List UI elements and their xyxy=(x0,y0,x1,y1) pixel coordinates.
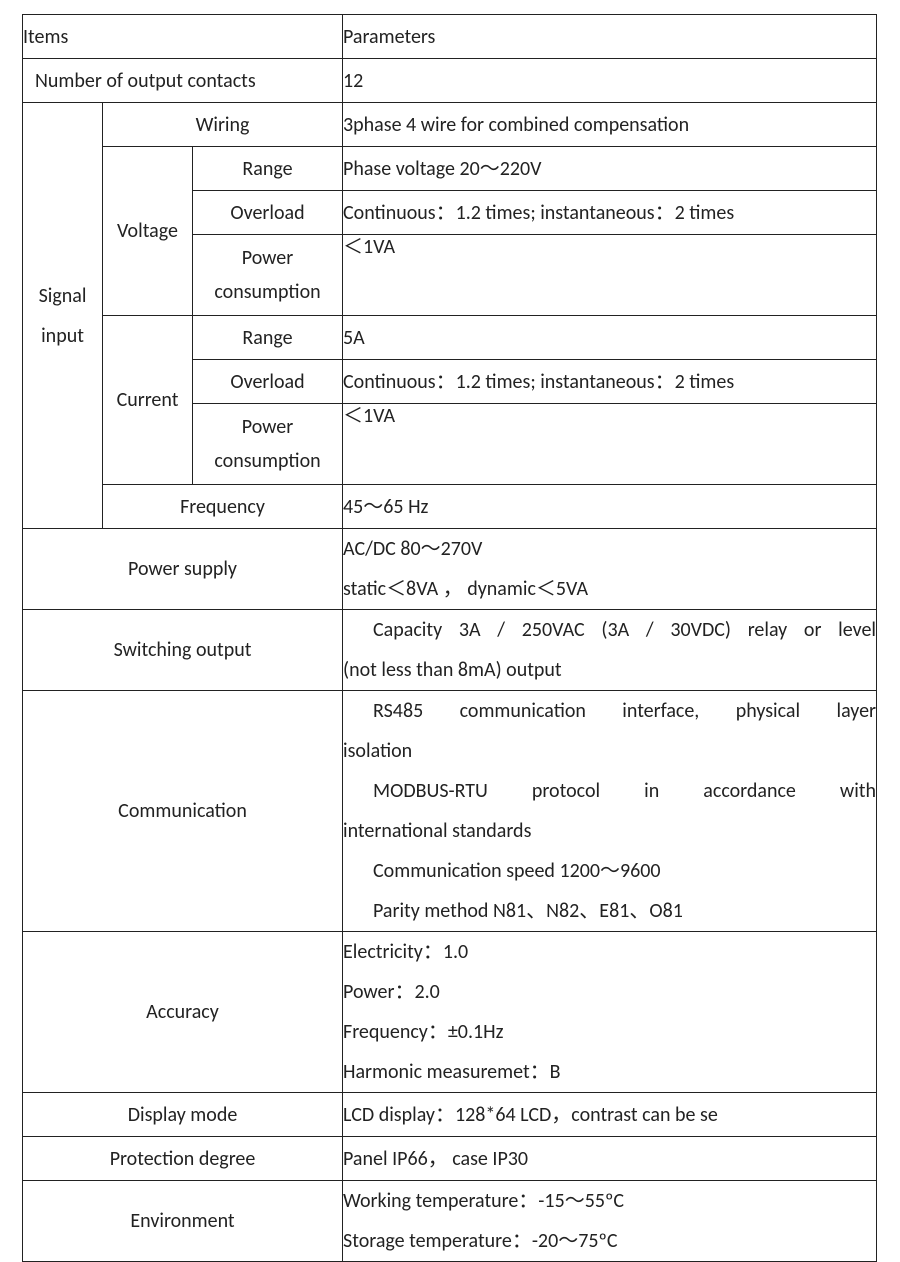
value-accuracy: Electricity：1.0 Power：2.0 Frequency：±0.1… xyxy=(343,932,877,1093)
value-communication: RS485 communication interface, physical … xyxy=(343,691,877,932)
row-accuracy: Accuracy Electricity：1.0 Power：2.0 Frequ… xyxy=(23,932,877,1093)
label-wiring: Wiring xyxy=(103,103,343,147)
label-current: Current xyxy=(103,316,193,485)
label-current-range: Range xyxy=(193,316,343,360)
label-current-overload: Overload xyxy=(193,360,343,404)
value-protection: Panel IP66， case IP30 xyxy=(343,1137,877,1181)
label-signal-input: Signal input xyxy=(23,103,103,529)
row-environment: Environment Working temperature：-15～55ºC… xyxy=(23,1181,877,1262)
label-current-power: Power consumption xyxy=(193,404,343,485)
value-frequency: 45～65 Hz xyxy=(343,485,877,529)
label-voltage: Voltage xyxy=(103,147,193,316)
value-power-supply: AC/DC 80～270V static＜8VA ， dynamic＜5VA xyxy=(343,529,877,610)
label-voltage-overload: Overload xyxy=(193,191,343,235)
label-communication: Communication xyxy=(23,691,343,932)
value-wiring: 3phase 4 wire for combined compensation xyxy=(343,103,877,147)
label-frequency: Frequency xyxy=(103,485,343,529)
spec-table: Items Parameters Number of output contac… xyxy=(22,14,877,1262)
label-output-contacts: Number of output contacts xyxy=(23,59,343,103)
value-current-power: ＜1VA xyxy=(343,404,877,485)
row-switching-output: Switching output Capacity 3A / 250VAC (3… xyxy=(23,610,877,691)
label-display-mode: Display mode xyxy=(23,1093,343,1137)
label-switching-output: Switching output xyxy=(23,610,343,691)
row-current-range: Current Range 5A xyxy=(23,316,877,360)
value-output-contacts: 12 xyxy=(343,59,877,103)
table-header-row: Items Parameters xyxy=(23,15,877,59)
row-protection: Protection degree Panel IP66， case IP30 xyxy=(23,1137,877,1181)
value-environment: Working temperature：-15～55ºC Storage tem… xyxy=(343,1181,877,1262)
header-items: Items xyxy=(23,15,343,59)
value-current-overload: Continuous：1.2 times; instantaneous：2 ti… xyxy=(343,360,877,404)
header-params: Parameters xyxy=(343,15,877,59)
row-frequency: Frequency 45～65 Hz xyxy=(23,485,877,529)
row-display-mode: Display mode LCD display：128*64 LCD，cont… xyxy=(23,1093,877,1137)
row-output-contacts: Number of output contacts 12 xyxy=(23,59,877,103)
label-voltage-power: Power consumption xyxy=(193,235,343,316)
label-accuracy: Accuracy xyxy=(23,932,343,1093)
row-communication: Communication RS485 communication interf… xyxy=(23,691,877,932)
row-wiring: Signal input Wiring 3phase 4 wire for co… xyxy=(23,103,877,147)
label-environment: Environment xyxy=(23,1181,343,1262)
row-power-supply: Power supply AC/DC 80～270V static＜8VA ， … xyxy=(23,529,877,610)
label-protection: Protection degree xyxy=(23,1137,343,1181)
value-voltage-power: ＜1VA xyxy=(343,235,877,316)
value-display-mode: LCD display：128*64 LCD，contrast can be s… xyxy=(343,1093,877,1137)
value-voltage-overload: Continuous：1.2 times; instantaneous：2 ti… xyxy=(343,191,877,235)
label-voltage-range: Range xyxy=(193,147,343,191)
label-power-supply: Power supply xyxy=(23,529,343,610)
value-current-range: 5A xyxy=(343,316,877,360)
value-switching-output: Capacity 3A / 250VAC (3A / 30VDC) relay … xyxy=(343,610,877,691)
value-voltage-range: Phase voltage 20～220V xyxy=(343,147,877,191)
row-voltage-range: Voltage Range Phase voltage 20～220V xyxy=(23,147,877,191)
